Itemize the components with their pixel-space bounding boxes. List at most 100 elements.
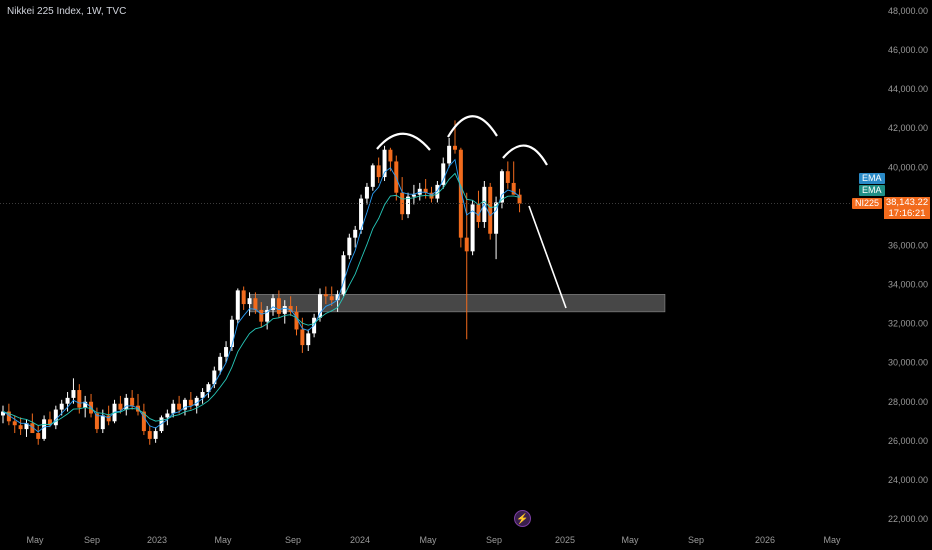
candle-body — [388, 149, 393, 162]
candle-body — [488, 186, 493, 234]
time-axis-label: May — [621, 535, 639, 545]
current-price-label: 38,143.22 17:16:21 — [884, 197, 930, 219]
price-axis-label: 30,000.00 — [888, 358, 928, 368]
candle-body — [206, 384, 211, 392]
candle-body — [476, 204, 481, 223]
candle-body — [441, 163, 446, 185]
ema-slow-badge: EMA — [859, 185, 885, 196]
candle-body — [218, 356, 223, 371]
candle-body — [359, 198, 364, 230]
candle-body — [423, 188, 428, 193]
candle-body — [229, 319, 234, 348]
candle-body — [235, 290, 240, 320]
lightning-icon[interactable]: ⚡ — [514, 510, 531, 527]
candle-body — [106, 415, 111, 422]
time-axis-label: 2024 — [350, 535, 370, 545]
candle-body — [288, 306, 293, 312]
time-axis-label: Sep — [285, 535, 301, 545]
candle-body — [259, 309, 264, 322]
candle-body — [247, 298, 252, 305]
candle-body — [177, 403, 182, 410]
candle-body — [306, 333, 311, 346]
candle-body — [118, 403, 123, 410]
candle-body — [12, 421, 17, 426]
candle-body — [435, 184, 440, 199]
candle-body — [300, 329, 305, 346]
candle-body — [141, 411, 146, 432]
candle-body — [406, 196, 411, 215]
candle-body — [147, 431, 152, 439]
candle-body — [447, 145, 452, 164]
candle-body — [30, 423, 35, 434]
time-axis-label: May — [419, 535, 437, 545]
candle-body — [188, 399, 193, 406]
candle-body — [6, 411, 11, 422]
price-axis-label: 40,000.00 — [888, 162, 928, 172]
candle-body — [212, 370, 217, 385]
candle-body — [200, 392, 205, 398]
candle-body — [452, 145, 457, 150]
price-axis-label: 44,000.00 — [888, 84, 928, 94]
candle-body — [42, 419, 47, 439]
time-axis-label: 2025 — [555, 535, 575, 545]
candle-body — [353, 229, 358, 238]
bar-countdown: 17:16:21 — [888, 208, 926, 219]
candle-body — [24, 423, 29, 430]
symbol-title[interactable]: Nikkei 225 Index, 1W, TVC — [7, 6, 127, 17]
candle-body — [494, 202, 499, 234]
candle-body — [370, 165, 375, 187]
candle-body — [153, 431, 158, 439]
price-axis-label: 22,000.00 — [888, 514, 928, 524]
candle-body — [59, 403, 64, 410]
price-axis-label: 24,000.00 — [888, 475, 928, 485]
candle-body — [411, 194, 416, 197]
candle-body — [194, 397, 199, 406]
candle-body — [458, 149, 463, 238]
candle-body — [517, 194, 522, 204]
candle-body — [464, 237, 469, 252]
ema-fast-line — [2, 158, 520, 433]
candle-body — [224, 347, 229, 357]
ema-fast-badge: EMA — [859, 173, 885, 184]
candle-body — [265, 309, 270, 322]
candle-body — [130, 397, 135, 406]
candle-body — [347, 237, 352, 256]
candle-body — [71, 390, 76, 398]
candle-body — [65, 397, 70, 404]
candle-body — [276, 298, 281, 314]
candle-body — [329, 296, 334, 301]
time-axis-label: May — [214, 535, 232, 545]
candle-body — [335, 294, 340, 301]
candle-body — [271, 298, 276, 310]
candle-body — [376, 165, 381, 178]
candle-body — [505, 171, 510, 183]
candle-body — [182, 399, 187, 410]
time-axis-label: May — [823, 535, 841, 545]
candle-body — [499, 171, 504, 203]
price-axis-label: 34,000.00 — [888, 280, 928, 290]
candle-body — [294, 311, 299, 330]
projection-line — [528, 205, 567, 309]
time-axis-label: Sep — [84, 535, 100, 545]
candle-body — [18, 425, 23, 430]
candle-body — [241, 290, 246, 305]
right-shoulder-arc — [502, 144, 548, 166]
support-zone — [249, 294, 666, 313]
price-axis-label: 26,000.00 — [888, 436, 928, 446]
candle-body — [124, 397, 129, 410]
time-axis-label: Sep — [688, 535, 704, 545]
candle-body — [317, 294, 322, 318]
candle-body — [100, 415, 105, 430]
candle-body — [382, 149, 387, 178]
candle-body — [171, 403, 176, 414]
candle-body — [53, 409, 58, 426]
price-axis-label: 32,000.00 — [888, 319, 928, 329]
candle-body — [165, 413, 170, 418]
time-axis-label: May — [26, 535, 44, 545]
time-axis-label: 2026 — [755, 535, 775, 545]
candle-body — [47, 419, 52, 426]
candle-body — [341, 255, 346, 295]
candle-body — [77, 390, 82, 408]
